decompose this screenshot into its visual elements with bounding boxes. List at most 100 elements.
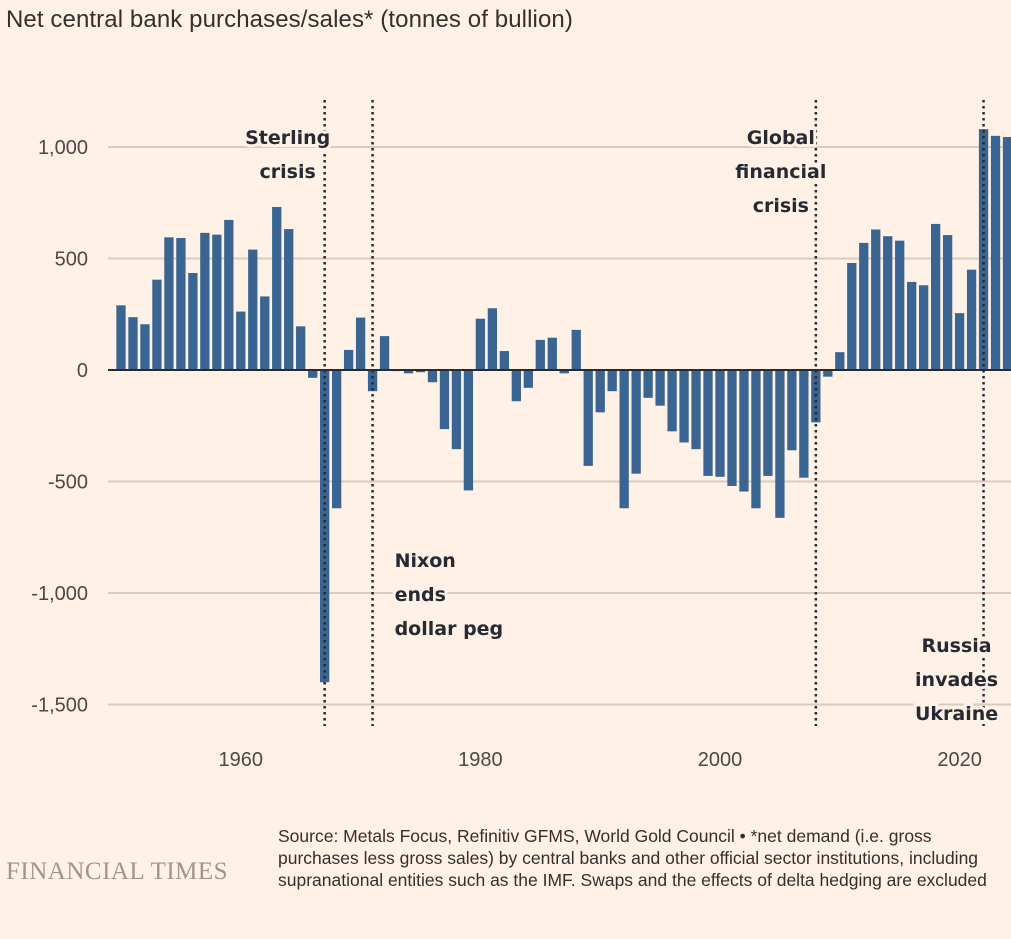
bar-1998 — [691, 370, 701, 450]
bar-2000 — [715, 370, 725, 477]
bar-2006 — [787, 370, 797, 451]
bar-1974 — [403, 370, 414, 374]
bar-2007 — [799, 370, 809, 478]
bar-1954 — [164, 237, 174, 370]
chart-title: Net central bank purchases/sales* (tonne… — [6, 6, 573, 33]
annotation-text: financial — [735, 161, 826, 183]
bar-1959 — [224, 219, 234, 370]
bar-1953 — [152, 279, 162, 370]
bar-2013 — [871, 229, 881, 370]
bar-2014 — [883, 236, 893, 370]
bar-1952 — [140, 324, 150, 370]
x-axis-labels: 1960 1980 2000 2020 — [219, 749, 982, 771]
bar-1965 — [296, 326, 306, 370]
bar-chart: 1,000 500 0 -500 -1,000 -1,500 1960 1980 2000 20… — [31, 100, 1011, 771]
bar-1955 — [176, 237, 186, 370]
bar-1978 — [451, 370, 462, 450]
bar-2020 — [954, 313, 965, 370]
annotation-text: Sterling — [245, 127, 330, 149]
bar-2019 — [942, 235, 953, 370]
bar-2001 — [727, 370, 737, 486]
bar-1971 — [367, 370, 378, 392]
annotation-text: invades — [915, 669, 998, 691]
x-tick-label: 2020 — [937, 749, 982, 771]
bar-1988 — [571, 329, 581, 370]
bar-1970 — [355, 317, 366, 370]
bar-1976 — [427, 370, 438, 383]
bar-1983 — [511, 370, 521, 402]
bar-2010 — [835, 352, 845, 370]
bar-1979 — [463, 370, 474, 491]
bar-1987 — [559, 370, 569, 374]
bar-1984 — [523, 370, 533, 388]
y-tick-label: 1,000 — [38, 137, 88, 159]
annotation-text: Russia — [922, 635, 992, 657]
y-tick-label: 0 — [77, 360, 88, 382]
bar-1960 — [236, 311, 246, 370]
bar-1958 — [212, 234, 222, 370]
annotation-text: crisis — [260, 161, 316, 183]
y-tick-label: -1,000 — [31, 583, 88, 605]
y-tick-label: -1,500 — [31, 695, 88, 717]
bar-1982 — [499, 351, 510, 370]
bar-2015 — [895, 240, 905, 370]
bar-1951 — [128, 317, 138, 370]
bar-1956 — [188, 272, 198, 370]
bar-2016 — [907, 281, 917, 370]
ft-logo: FINANCIAL TIMES — [6, 858, 229, 885]
gridlines — [108, 146, 1011, 706]
bar-2012 — [859, 242, 869, 370]
bar-1962 — [260, 296, 270, 370]
bar-1968 — [331, 370, 342, 509]
bar-1997 — [679, 370, 689, 443]
y-tick-label: -500 — [48, 472, 88, 494]
bar-2022 — [978, 129, 989, 370]
bar-1990 — [595, 370, 605, 413]
x-tick-label: 2000 — [698, 749, 743, 771]
source-note: Source: Metals Focus, Refinitiv GFMS, Wo… — [278, 826, 987, 890]
bar-2003 — [751, 370, 761, 509]
bar-1989 — [583, 370, 593, 466]
y-axis-labels: 1,000 500 0 -500 -1,000 -1,500 — [31, 137, 88, 717]
bar-1994 — [643, 370, 653, 398]
x-tick-label: 1980 — [458, 749, 503, 771]
bar-1957 — [200, 232, 210, 370]
bar-1991 — [607, 370, 617, 392]
bar-2011 — [847, 262, 857, 370]
annotation-text: ends — [395, 584, 446, 606]
bar-1964 — [284, 229, 294, 370]
bar-1986 — [547, 337, 557, 370]
bar-2005 — [775, 370, 785, 518]
bar-1985 — [535, 339, 545, 370]
bar-1980 — [475, 318, 486, 370]
bar-2024 — [1002, 136, 1011, 370]
bar-1969 — [343, 349, 354, 370]
bar-1992 — [619, 370, 629, 509]
bar-2021 — [966, 269, 977, 370]
annotation-text: Ukraine — [915, 703, 998, 725]
annotations: Sterling crisis Nixon ends dollar peg Global f… — [242, 124, 1001, 728]
bar-1996 — [667, 370, 677, 432]
bar-1963 — [272, 206, 282, 370]
bar-2009 — [823, 370, 833, 377]
annotation-text: Global — [747, 127, 815, 149]
bar-1975 — [415, 370, 426, 373]
bar-2018 — [930, 223, 941, 370]
y-tick-label: 500 — [55, 249, 88, 271]
annotation-text: dollar peg — [395, 618, 504, 640]
bar-1995 — [655, 370, 665, 406]
annotation-text: Nixon — [395, 550, 456, 572]
bar-1972 — [379, 336, 390, 370]
annotation-text: crisis — [753, 195, 809, 217]
event-lines — [323, 100, 985, 726]
bar-2002 — [739, 370, 749, 492]
bar-1950 — [116, 305, 126, 370]
bar-2017 — [919, 285, 929, 370]
bar-1993 — [631, 370, 641, 474]
bar-1966 — [308, 370, 318, 378]
bar-2023 — [990, 135, 1001, 370]
x-tick-label: 1960 — [219, 749, 264, 771]
bar-1977 — [439, 370, 450, 430]
bar-1961 — [248, 249, 258, 370]
bar-1999 — [703, 370, 713, 476]
